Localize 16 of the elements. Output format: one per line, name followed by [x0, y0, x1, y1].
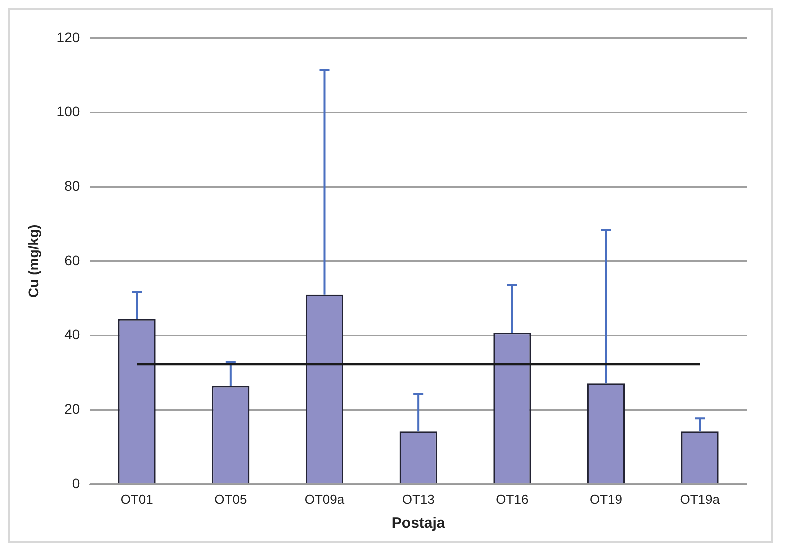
y-tick-label: 20	[64, 400, 80, 417]
y-tick-label: 60	[64, 252, 80, 268]
x-tick-label: OT13	[402, 492, 435, 507]
x-tick-label: OT19	[590, 492, 623, 507]
x-tick-label: OT19a	[680, 492, 721, 507]
x-axis-title: Postaja	[392, 515, 446, 532]
x-tick-label: OT01	[120, 492, 154, 507]
y-tick-label: 100	[56, 104, 80, 120]
x-tick-label: OT16	[496, 492, 529, 507]
y-tick-label: 40	[64, 326, 80, 343]
y-tick-label: 80	[64, 178, 80, 194]
y-axis-title: Cu (mg/kg)	[25, 224, 42, 298]
y-tick-label: 0	[72, 475, 80, 492]
x-tick-label: OT05	[214, 492, 248, 507]
y-tick-label: 120	[56, 29, 80, 46]
x-tick-label: OT09a	[304, 492, 346, 507]
